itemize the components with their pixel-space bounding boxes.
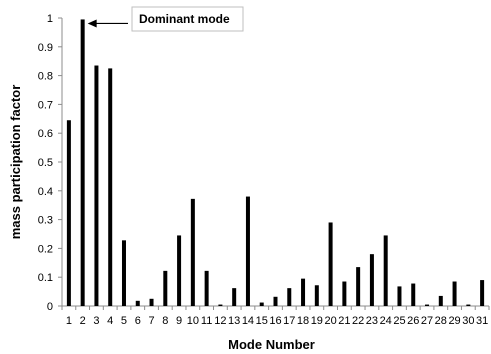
x-tick-label: 21	[338, 315, 350, 327]
x-tick-label: 28	[435, 315, 447, 327]
x-tick-label: 25	[393, 315, 405, 327]
x-tick-label: 30	[462, 315, 474, 327]
y-tick-label: 0.3	[38, 215, 53, 227]
x-tick-label: 22	[352, 315, 364, 327]
bar	[452, 281, 457, 306]
bar	[245, 196, 250, 306]
annotation-dominant-mode: Dominant mode	[87, 6, 244, 32]
bar	[480, 280, 485, 306]
bar	[301, 278, 306, 306]
bar	[356, 267, 361, 306]
x-tick-label: 1	[66, 315, 72, 327]
annotation-arrowhead	[87, 19, 97, 28]
y-tick-label: 0.5	[38, 157, 53, 169]
x-tick-label: 7	[148, 315, 154, 327]
y-tick-label: 0.1	[38, 272, 53, 284]
y-tick-label: 0.2	[38, 243, 53, 255]
bar	[218, 304, 223, 306]
x-tick-label: 24	[380, 315, 392, 327]
bar	[80, 19, 85, 306]
bar	[163, 270, 168, 306]
x-tick-label: 10	[187, 315, 199, 327]
y-axis-title: mass participation factor	[8, 85, 23, 240]
bar-series	[66, 19, 485, 307]
bar	[287, 288, 292, 306]
y-tick-label: 0.8	[38, 71, 53, 83]
bar	[149, 298, 154, 306]
x-tick-label: 4	[107, 315, 113, 327]
x-axis-title: Mode Number	[228, 337, 315, 352]
bar	[397, 286, 402, 306]
x-tick-label: 14	[242, 315, 254, 327]
bar	[94, 65, 99, 307]
bar	[314, 285, 319, 306]
x-tick-label: 6	[135, 315, 141, 327]
bar	[190, 198, 195, 306]
bar	[438, 295, 443, 306]
bar	[273, 296, 278, 306]
x-tick-label: 16	[269, 315, 281, 327]
x-tick-label: 27	[421, 315, 433, 327]
x-tick-label: 29	[448, 315, 460, 327]
bar	[232, 288, 237, 306]
bar	[108, 68, 113, 307]
bar	[135, 300, 140, 306]
y-axis-ticks: 0 0.1 0.2 0.3 0.4 0.5 0.6 0.7 0.8 0.9 1	[38, 13, 62, 313]
y-tick-label: 0	[47, 301, 53, 313]
x-tick-label: 23	[366, 315, 378, 327]
x-axis-ticks: 1 2 3 4 5 6 7 8 9 10 11 12 13 14 15 16 17 18 19 20 21 22 23 24 2…	[61, 306, 490, 327]
y-tick-label: 0.9	[38, 42, 53, 54]
bar	[121, 240, 126, 306]
x-tick-label: 31	[476, 315, 488, 327]
bar	[383, 235, 388, 306]
x-tick-label: 8	[162, 315, 168, 327]
x-tick-label: 17	[283, 315, 295, 327]
x-tick-label: 20	[324, 315, 336, 327]
annotation-label: Dominant mode	[139, 12, 230, 26]
y-tick-label: 0.4	[38, 186, 53, 198]
x-tick-label: 12	[214, 315, 226, 327]
bar	[411, 283, 416, 306]
bar	[369, 254, 374, 306]
x-tick-label: 18	[297, 315, 309, 327]
bar	[204, 270, 209, 306]
bar	[177, 235, 182, 306]
annotation-box	[131, 6, 244, 32]
x-tick-label: 9	[176, 315, 182, 327]
bar	[259, 302, 264, 306]
x-tick-label: 13	[228, 315, 240, 327]
y-tick-label: 0.7	[38, 99, 53, 111]
bar	[425, 304, 430, 306]
x-tick-label: 2	[80, 315, 86, 327]
x-tick-label: 26	[407, 315, 419, 327]
x-tick-label: 11	[201, 315, 212, 327]
bar	[328, 222, 333, 306]
x-tick-label: 19	[311, 315, 323, 327]
bar	[342, 281, 347, 306]
bar	[66, 120, 71, 307]
bar	[466, 304, 471, 306]
x-tick-label: 5	[121, 315, 127, 327]
x-tick-label: 15	[256, 315, 268, 327]
y-tick-label: 0.6	[38, 128, 53, 140]
y-tick-label: 1	[47, 13, 53, 25]
x-tick-label: 3	[93, 315, 99, 327]
